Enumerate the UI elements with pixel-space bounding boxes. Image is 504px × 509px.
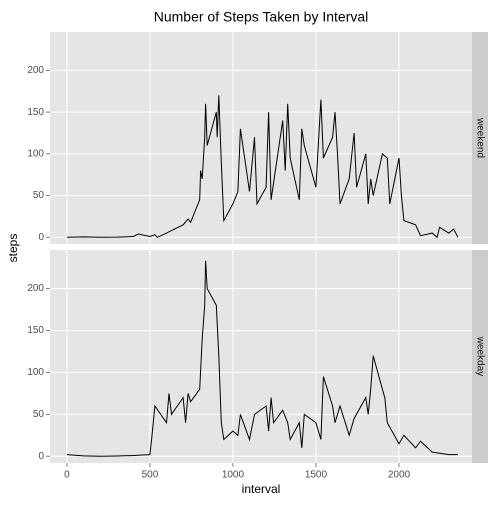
panel-background [50, 32, 472, 244]
x-tick-label: 1000 [222, 470, 245, 481]
x-tick-label: 1500 [305, 470, 328, 481]
panel-background [50, 250, 472, 463]
x-tick-label: 500 [142, 470, 159, 481]
x-axis-label: interval [242, 482, 281, 496]
y-tick-label: 200 [27, 283, 44, 294]
x-tick-label: 2000 [388, 470, 411, 481]
x-tick-label: 0 [64, 470, 70, 481]
chart-title: Number of Steps Taken by Interval [154, 9, 369, 25]
y-tick-label: 0 [38, 232, 44, 243]
y-tick-label: 50 [33, 409, 45, 420]
y-tick-label: 50 [33, 190, 45, 201]
strip [472, 250, 488, 463]
line [66, 260, 458, 457]
y-tick-label: 100 [27, 367, 44, 378]
y-tick-label: 150 [27, 107, 44, 118]
y-tick-label: 100 [27, 148, 44, 159]
y-tick-label: 0 [38, 451, 44, 462]
y-axis-label: steps [6, 234, 20, 263]
strip-label: weekend [474, 117, 485, 158]
line [66, 95, 459, 239]
strip [472, 32, 488, 244]
y-tick-label: 150 [27, 325, 44, 336]
y-tick-label: 200 [27, 65, 44, 76]
strip-label: weekday [474, 336, 485, 376]
